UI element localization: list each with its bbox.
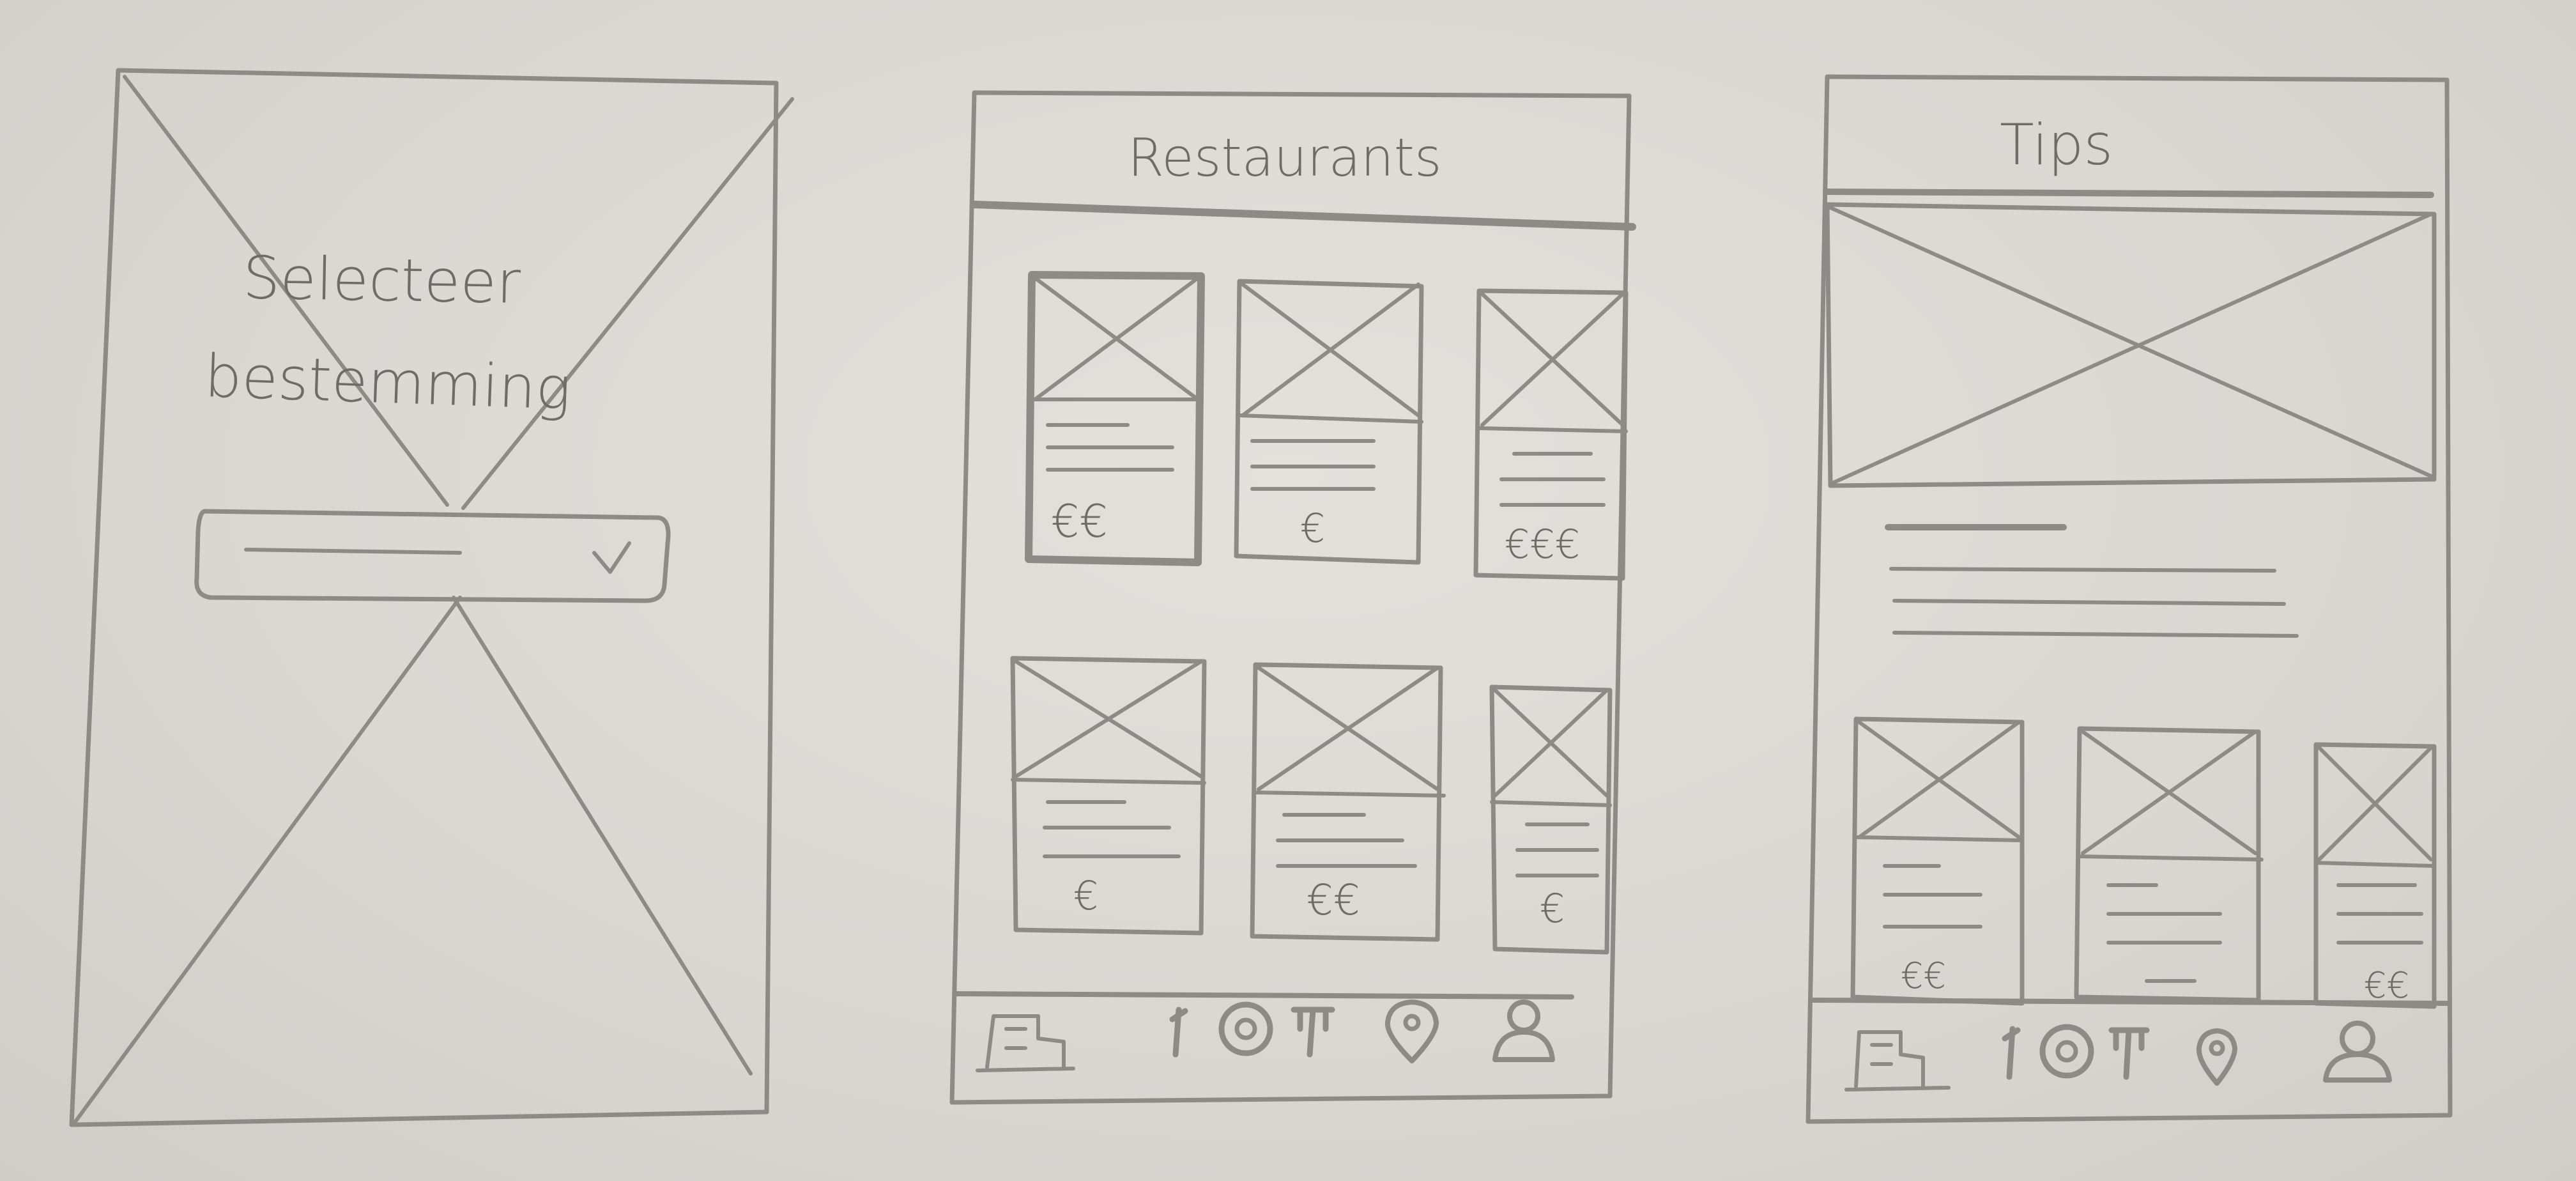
- restaurant-card[interactable]: [1010, 656, 1207, 936]
- bottom-nav-divider: [1809, 998, 2450, 1006]
- phone-frame: [1805, 74, 2453, 1124]
- dropdown-value-line: [244, 548, 462, 555]
- screen-restaurants: [949, 90, 1636, 1105]
- placeholder-cross-line: [452, 596, 753, 1076]
- phone-frame: [949, 90, 1632, 1105]
- tip-card[interactable]: [2313, 742, 2437, 1009]
- location-pin-icon[interactable]: [1384, 1000, 1439, 1063]
- restaurant-card[interactable]: [1489, 684, 1613, 955]
- user-icon[interactable]: [1492, 1000, 1555, 1062]
- price-label: €€€: [1505, 521, 1581, 567]
- restaurant-card[interactable]: [1025, 271, 1205, 566]
- chevron-down-icon[interactable]: [592, 541, 631, 574]
- tip-hero-image[interactable]: [1825, 202, 2437, 488]
- restaurants-header: Restaurants: [1128, 128, 1442, 189]
- price-label: €€: [2364, 965, 2410, 1007]
- header-divider: [1824, 189, 2434, 198]
- bottom-nav-divider: [953, 991, 1574, 1000]
- destination-dropdown[interactable]: [194, 509, 671, 603]
- placeholder-cross-line: [461, 97, 794, 510]
- food-icon[interactable]: [1169, 1001, 1335, 1058]
- placeholder-cross-line: [73, 596, 462, 1123]
- header-divider: [970, 201, 1636, 231]
- phone-frame: [69, 68, 779, 1127]
- tip-card[interactable]: [2074, 726, 2264, 1003]
- price-label: €: [1540, 885, 1565, 932]
- placeholder-cross-line: [123, 75, 449, 507]
- location-pin-icon[interactable]: [2196, 1028, 2237, 1086]
- food-icon[interactable]: [2002, 1024, 2150, 1080]
- tips-header: Tips: [2000, 112, 2113, 178]
- screen-tips: [1805, 74, 2453, 1124]
- price-label: €: [1073, 872, 1099, 919]
- city-icon[interactable]: [1844, 1030, 1951, 1092]
- tip-text-lines: [1889, 567, 2299, 638]
- price-label: €€: [1901, 955, 1947, 997]
- price-label: €€: [1051, 495, 1108, 548]
- user-icon[interactable]: [2323, 1021, 2392, 1083]
- city-icon[interactable]: [976, 1014, 1075, 1072]
- select-title-line2: bestemming: [203, 342, 572, 423]
- price-label: €: [1300, 505, 1326, 552]
- price-label: €€: [1307, 876, 1360, 925]
- select-title-line1: Selecteer: [242, 243, 521, 317]
- restaurant-card[interactable]: [1250, 662, 1446, 942]
- restaurant-card[interactable]: [1473, 288, 1629, 581]
- screen-select-destination: [69, 68, 794, 1127]
- restaurant-card[interactable]: [1234, 279, 1424, 565]
